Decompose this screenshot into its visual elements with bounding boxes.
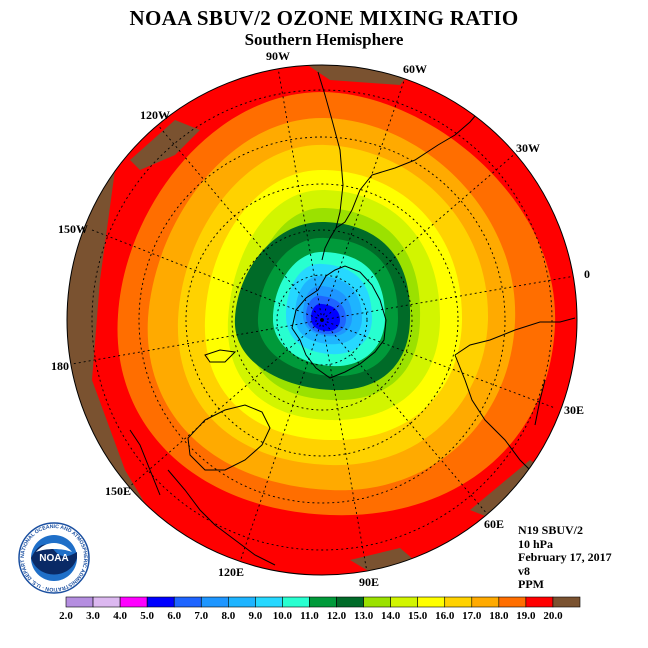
patch-brown-nw <box>130 120 200 170</box>
info-version: v8 <box>518 563 530 578</box>
lon-label-150e: 150E <box>105 484 131 498</box>
coast-south-america <box>317 71 491 230</box>
info-instrument: N19 SBUV/2 <box>518 523 584 537</box>
ozone-contours <box>67 65 577 575</box>
info-date: February 17, 2017 <box>518 550 612 564</box>
info-units: PPM <box>518 577 544 591</box>
lon-label-30w: 30W <box>516 141 540 155</box>
logo-text: NOAA <box>39 553 68 564</box>
lon-label-0: 0 <box>584 267 590 281</box>
coast-new-zealand <box>204 349 237 363</box>
map-subtitle: Southern Hemisphere <box>244 30 404 49</box>
lon-label-90w: 90W <box>266 49 290 63</box>
coast-australia <box>187 404 271 471</box>
gull-icon <box>36 543 72 552</box>
coast-antarctic-peninsula <box>321 227 337 261</box>
map-title: NOAA SBUV/2 OZONE MIXING RATIO <box>129 6 519 30</box>
lon-label-120e: 120E <box>218 565 244 579</box>
noaa-logo: NATIONAL OCEANIC AND ATMOSPHERIC ADMINIS… <box>18 522 90 594</box>
coast-africa-north <box>454 317 576 356</box>
coast-madagascar <box>534 379 546 426</box>
lon-label-60e: 60E <box>484 517 504 531</box>
coast-east-asia <box>167 469 276 566</box>
coast-antarctica <box>291 265 387 379</box>
graticule <box>71 67 576 573</box>
lon-label-90e: 90E <box>359 575 379 589</box>
lon-label-120w: 120W <box>140 108 170 122</box>
coast-pacific-isl <box>129 429 161 496</box>
info-pressure: 10 hPa <box>518 536 554 551</box>
coast-africa <box>454 354 531 471</box>
lon-label-180: 180 <box>51 359 69 373</box>
map-boundary <box>66 64 578 576</box>
coastlines <box>129 71 576 566</box>
info-block: N19 SBUV/2 10 hPa February 17, 2017 v8 P… <box>518 523 612 592</box>
lon-label-30e: 30E <box>564 403 584 417</box>
lon-label-150w: 150W <box>58 222 88 236</box>
lon-label-60w: 60W <box>403 62 427 76</box>
